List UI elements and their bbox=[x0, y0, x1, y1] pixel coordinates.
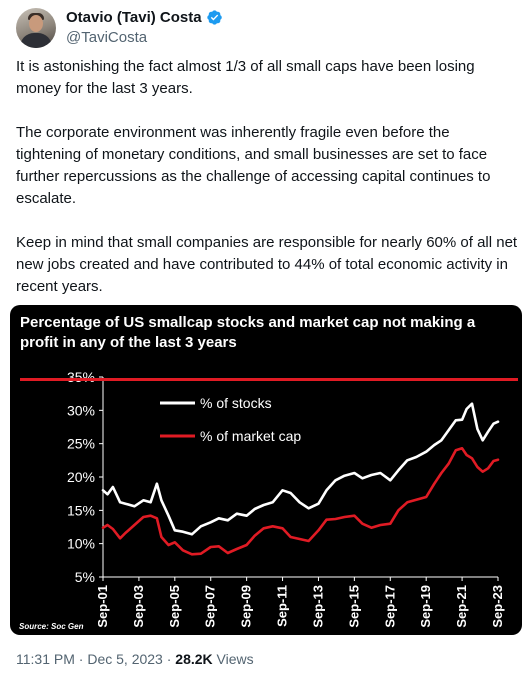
y-tick-label: 5% bbox=[75, 569, 95, 585]
tweet-paragraph: It is astonishing the fact almost 1/3 of… bbox=[16, 58, 475, 97]
x-tick-label: Sep-21 bbox=[454, 585, 469, 628]
meta-separator: · bbox=[74, 651, 88, 667]
avatar[interactable] bbox=[16, 8, 56, 48]
y-tick-label: 10% bbox=[67, 536, 95, 552]
author-name-row: Otavio (Tavi) Costa bbox=[66, 9, 223, 26]
legend-label: % of market cap bbox=[200, 428, 301, 444]
y-tick-label: 25% bbox=[67, 436, 95, 452]
verified-badge-icon bbox=[206, 10, 222, 25]
chart-image[interactable]: 35% 30% 25% 20% 15% 10% 5% Sep-01 Sep-03 Sep-05 Se… bbox=[10, 305, 522, 635]
legend-label: % of stocks bbox=[200, 395, 272, 411]
tweet-date[interactable]: Dec 5, 2023 bbox=[87, 651, 163, 667]
y-tick-label: 15% bbox=[67, 502, 95, 518]
tweet-meta: 11:31 PM · Dec 5, 2023 · 28.2K Views bbox=[16, 651, 254, 667]
x-tick-label: Sep-01 bbox=[95, 585, 110, 628]
author-display-name[interactable]: Otavio (Tavi) Costa bbox=[66, 9, 202, 26]
x-tick-label: Sep-13 bbox=[310, 585, 325, 628]
tweet-text: It is astonishing the fact almost 1/3 of… bbox=[16, 56, 518, 320]
y-tick-label: 30% bbox=[67, 402, 95, 418]
x-tick-label: Sep-15 bbox=[346, 585, 361, 628]
meta-separator: · bbox=[162, 651, 176, 667]
views-label: Views bbox=[212, 651, 254, 667]
series-line-stocks bbox=[101, 402, 500, 536]
tweet-time[interactable]: 11:31 PM bbox=[16, 651, 75, 667]
series-line-market-cap bbox=[101, 447, 500, 556]
x-tick-label: Sep-23 bbox=[490, 585, 505, 628]
tweet-paragraph: The corporate environment was inherently… bbox=[16, 124, 491, 207]
x-tick-label: Sep-03 bbox=[131, 585, 146, 628]
chart-source: Source: Soc Gen bbox=[19, 622, 84, 631]
author-handle[interactable]: @TaviCosta bbox=[66, 29, 148, 46]
x-tick-label: Sep-07 bbox=[203, 585, 218, 628]
x-tick-label: Sep-17 bbox=[382, 585, 397, 628]
x-tick-label: Sep-11 bbox=[275, 585, 290, 627]
views-count: 28.2K bbox=[175, 651, 213, 667]
line-chart: 35% 30% 25% 20% 15% 10% 5%Sep-01 Sep-03 Sep-05 Se… bbox=[67, 369, 505, 628]
tweet-paragraph: Keep in mind that small companies are re… bbox=[16, 234, 518, 295]
x-tick-label: Sep-19 bbox=[418, 585, 433, 628]
x-tick-label: Sep-09 bbox=[239, 585, 254, 628]
x-tick-label: Sep-05 bbox=[167, 585, 182, 628]
y-tick-label: 20% bbox=[67, 469, 95, 485]
y-tick-label: 35% bbox=[67, 369, 95, 385]
chart-title: Percentage of US smallcap stocks and mar… bbox=[20, 314, 476, 351]
title-underline bbox=[20, 378, 518, 381]
